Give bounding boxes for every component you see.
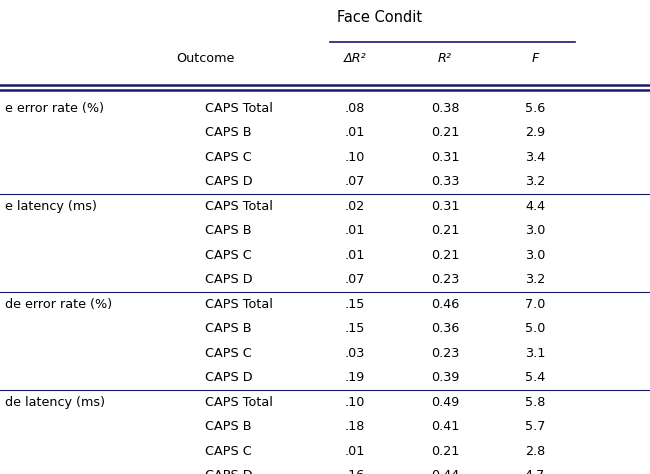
Text: 0.46: 0.46 xyxy=(431,298,459,310)
Text: 0.36: 0.36 xyxy=(431,322,459,335)
Text: .15: .15 xyxy=(344,322,365,335)
Text: CAPS D: CAPS D xyxy=(205,371,253,384)
Text: 3.0: 3.0 xyxy=(525,248,545,262)
Text: CAPS Total: CAPS Total xyxy=(205,200,273,212)
Text: .01: .01 xyxy=(344,224,365,237)
Text: CAPS B: CAPS B xyxy=(205,126,252,139)
Text: 3.0: 3.0 xyxy=(525,224,545,237)
Text: e latency (ms): e latency (ms) xyxy=(5,200,97,212)
Text: 0.41: 0.41 xyxy=(431,420,459,433)
Text: .19: .19 xyxy=(345,371,365,384)
Text: CAPS D: CAPS D xyxy=(205,273,253,286)
Text: .01: .01 xyxy=(344,248,365,262)
Text: .10: .10 xyxy=(344,151,365,164)
Text: 5.8: 5.8 xyxy=(525,395,545,409)
Text: .07: .07 xyxy=(344,273,365,286)
Text: 4.7: 4.7 xyxy=(525,469,545,474)
Text: 0.23: 0.23 xyxy=(431,346,459,359)
Text: .16: .16 xyxy=(345,469,365,474)
Text: .01: .01 xyxy=(344,445,365,457)
Text: CAPS D: CAPS D xyxy=(205,175,253,188)
Text: .07: .07 xyxy=(344,175,365,188)
Text: 5.7: 5.7 xyxy=(525,420,545,433)
Text: .18: .18 xyxy=(344,420,365,433)
Text: 0.33: 0.33 xyxy=(431,175,460,188)
Text: de latency (ms): de latency (ms) xyxy=(5,395,105,409)
Text: CAPS C: CAPS C xyxy=(205,346,252,359)
Text: 0.39: 0.39 xyxy=(431,371,459,384)
Text: CAPS B: CAPS B xyxy=(205,322,252,335)
Text: 0.23: 0.23 xyxy=(431,273,459,286)
Text: 0.21: 0.21 xyxy=(431,224,459,237)
Text: CAPS C: CAPS C xyxy=(205,445,252,457)
Text: 0.21: 0.21 xyxy=(431,248,459,262)
Text: 0.38: 0.38 xyxy=(431,101,460,115)
Text: 0.44: 0.44 xyxy=(431,469,459,474)
Text: 7.0: 7.0 xyxy=(525,298,545,310)
Text: e error rate (%): e error rate (%) xyxy=(5,101,104,115)
Text: CAPS B: CAPS B xyxy=(205,420,252,433)
Text: R²: R² xyxy=(438,52,452,64)
Text: 3.2: 3.2 xyxy=(525,273,545,286)
Text: CAPS Total: CAPS Total xyxy=(205,298,273,310)
Text: .02: .02 xyxy=(345,200,365,212)
Text: Face Condit: Face Condit xyxy=(337,10,422,26)
Text: CAPS Total: CAPS Total xyxy=(205,101,273,115)
Text: .08: .08 xyxy=(344,101,365,115)
Text: CAPS B: CAPS B xyxy=(205,224,252,237)
Text: 2.9: 2.9 xyxy=(525,126,545,139)
Text: 5.4: 5.4 xyxy=(525,371,545,384)
Text: .03: .03 xyxy=(344,346,365,359)
Text: F: F xyxy=(531,52,539,64)
Text: 3.2: 3.2 xyxy=(525,175,545,188)
Text: Outcome: Outcome xyxy=(176,52,234,64)
Text: 0.31: 0.31 xyxy=(431,151,460,164)
Text: 4.4: 4.4 xyxy=(525,200,545,212)
Text: .15: .15 xyxy=(344,298,365,310)
Text: .01: .01 xyxy=(344,126,365,139)
Text: CAPS D: CAPS D xyxy=(205,469,253,474)
Text: 5.6: 5.6 xyxy=(525,101,545,115)
Text: 0.49: 0.49 xyxy=(431,395,459,409)
Text: 2.8: 2.8 xyxy=(525,445,545,457)
Text: 0.31: 0.31 xyxy=(431,200,460,212)
Text: 3.4: 3.4 xyxy=(525,151,545,164)
Text: 5.0: 5.0 xyxy=(525,322,545,335)
Text: .10: .10 xyxy=(344,395,365,409)
Text: de error rate (%): de error rate (%) xyxy=(5,298,112,310)
Text: 3.1: 3.1 xyxy=(525,346,545,359)
Text: CAPS Total: CAPS Total xyxy=(205,395,273,409)
Text: 0.21: 0.21 xyxy=(431,445,459,457)
Text: 0.21: 0.21 xyxy=(431,126,459,139)
Text: CAPS C: CAPS C xyxy=(205,151,252,164)
Text: CAPS C: CAPS C xyxy=(205,248,252,262)
Text: ΔR²: ΔR² xyxy=(344,52,367,64)
